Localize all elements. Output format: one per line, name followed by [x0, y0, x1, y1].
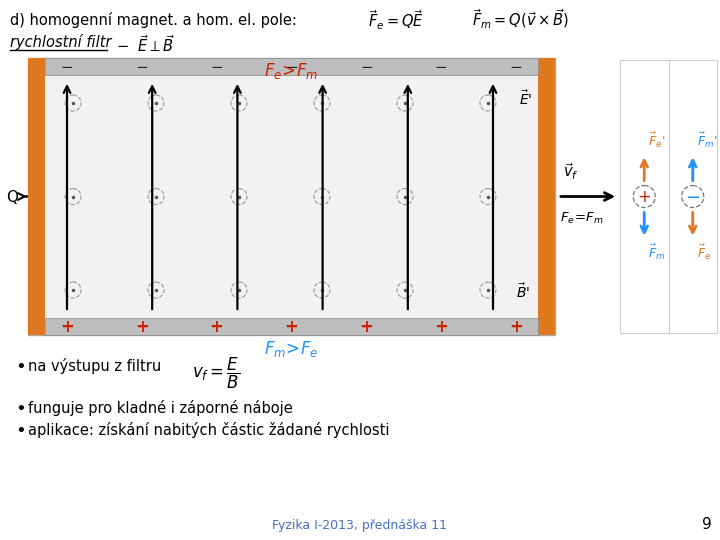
Bar	[620, 60, 717, 333]
Text: $F_e\!=\!F_m$: $F_e\!=\!F_m$	[560, 211, 603, 226]
Bar	[538, 58, 555, 335]
Text: $\vec{F}_m$: $\vec{F}_m$	[648, 242, 665, 262]
Text: aplikace: získání nabitých částic žádané rychlosti: aplikace: získání nabitých částic žádané…	[28, 422, 390, 438]
Text: Q: Q	[6, 190, 18, 205]
Text: na výstupu z filtru: na výstupu z filtru	[28, 358, 161, 374]
Text: +: +	[509, 319, 523, 336]
Bar	[28, 58, 555, 335]
Text: $\vec{F}_m = Q(\vec{v} \times \vec{B})$: $\vec{F}_m = Q(\vec{v} \times \vec{B})$	[472, 8, 570, 31]
Text: −: −	[510, 60, 523, 75]
Text: $\vec{F}_e$': $\vec{F}_e$'	[648, 131, 665, 151]
Text: 9: 9	[702, 517, 712, 532]
Bar	[28, 58, 45, 335]
Text: +: +	[60, 319, 74, 336]
Text: d) homogenní magnet. a hom. el. pole:: d) homogenní magnet. a hom. el. pole:	[10, 12, 297, 28]
Text: $v_f = \dfrac{E}{B}$: $v_f = \dfrac{E}{B}$	[192, 356, 240, 391]
Text: +: +	[637, 188, 651, 206]
Text: +: +	[434, 319, 448, 336]
Bar	[45, 58, 538, 75]
Text: −: −	[685, 188, 701, 206]
Text: −: −	[135, 60, 148, 75]
Text: +: +	[359, 319, 373, 336]
Text: −: −	[60, 60, 73, 75]
Text: funguje pro kladné i záporné náboje: funguje pro kladné i záporné náboje	[28, 400, 293, 416]
Text: $-$  $\vec{E} \perp \vec{B}$: $-$ $\vec{E} \perp \vec{B}$	[107, 34, 175, 55]
Text: $\vec{B}$': $\vec{B}$'	[516, 282, 530, 301]
Text: •: •	[15, 358, 26, 376]
Text: +: +	[284, 319, 298, 336]
Text: −: −	[435, 60, 448, 75]
Text: −: −	[360, 60, 373, 75]
Text: $\vec{F}_m$': $\vec{F}_m$'	[697, 131, 717, 151]
Text: $F_m\!>\!F_e$: $F_m\!>\!F_e$	[264, 339, 319, 359]
Text: •: •	[15, 422, 26, 440]
Text: −: −	[285, 60, 298, 75]
Text: •: •	[15, 400, 26, 418]
Text: $F_e\!>\!F_m$: $F_e\!>\!F_m$	[264, 61, 319, 81]
Text: −: −	[210, 60, 223, 75]
Text: $\vec{F}_e = Q\vec{E}$: $\vec{F}_e = Q\vec{E}$	[368, 8, 424, 31]
Bar	[45, 318, 538, 335]
Text: $\vec{v}_f$: $\vec{v}_f$	[563, 162, 579, 183]
Text: $\vec{E}$': $\vec{E}$'	[518, 90, 532, 109]
Text: +: +	[210, 319, 224, 336]
Text: rychlostní filtr: rychlostní filtr	[10, 34, 112, 50]
Text: Fyzika I-2013, přednáška 11: Fyzika I-2013, přednáška 11	[272, 519, 448, 532]
Text: +: +	[135, 319, 149, 336]
Text: $\vec{F}_e$: $\vec{F}_e$	[697, 242, 711, 262]
